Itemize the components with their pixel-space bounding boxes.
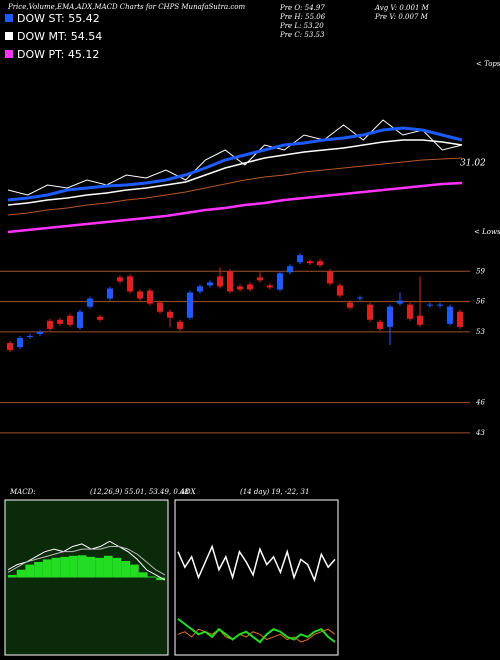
page-title: Price,Volume,EMA,ADX,MACD Charts for CHP… [7,3,246,11]
y-tick-label: 46 [475,399,485,407]
histogram-bar [121,560,131,578]
candle-body [27,335,33,337]
series-line [177,618,336,644]
series-line [7,181,463,234]
macd-title: MACD: [9,488,36,496]
info: Pre L: 53.20 [279,22,324,30]
candle-body [107,288,113,299]
candle-body [327,271,333,284]
histogram-bar [156,577,165,581]
candle-body [47,320,53,329]
y-tick-label: 53 [476,328,485,336]
candle-body [347,302,353,308]
candle-body [357,297,363,299]
legend-label: DOW ST: 55.42 [17,12,100,25]
info: Pre V: 0.007 M [374,13,429,21]
candle-body [57,319,63,324]
histogram-bar [25,564,35,578]
series-line [177,544,336,583]
histogram-bar [147,576,157,578]
y-tick-label: 43 [475,429,485,437]
lows-label: < Lows [474,228,500,236]
y-tick-label: 59 [476,267,485,275]
info: Pre C: 53.53 [279,31,325,39]
candle-body [157,302,163,312]
candle-body [337,285,343,296]
candle-body [7,343,13,351]
candle-body [207,282,213,286]
series-line [7,157,463,216]
candle-body [297,255,303,263]
candle-body [277,273,283,290]
histogram-bar [77,555,87,578]
legend-label: DOW MT: 54.54 [17,30,102,43]
series-line [7,139,463,206]
histogram-bar [8,574,17,578]
candle-body [427,304,433,306]
histogram-bar [60,556,70,578]
histogram-bar [69,555,78,578]
candle-body [457,311,463,327]
candle-body [127,276,133,292]
histogram-bar [34,562,43,578]
candle-body [37,331,43,334]
candle-body [97,316,103,320]
histogram-bar [95,557,104,578]
tops-label: < Tops [476,60,500,68]
annotation: 31.02 [460,159,486,169]
series-line [7,126,463,202]
candle-body [237,286,243,290]
candle-body [387,306,393,327]
macd-subtitle: (12,26,9) 55.01, 53.49, 0.48 [90,488,190,496]
info: Pre H: 55.06 [279,13,326,21]
histogram-bar [103,555,113,578]
histogram-bar [112,557,122,578]
candle-body [77,311,83,328]
info: Pre O: 54.97 [279,4,325,12]
legend-swatch [5,50,13,58]
candle-body [67,315,73,325]
info: Avg V: 0.001 M [374,4,430,12]
candle-body [217,276,223,287]
candle-body [397,300,403,304]
candle-body [307,261,313,264]
candle-body [317,261,323,266]
adx-title: ADX [179,488,197,496]
y-tick-label: 56 [476,298,485,306]
candle-body [377,321,383,329]
adx-panel [174,499,339,656]
histogram-bar [86,556,96,578]
candle-body [407,304,413,319]
histogram-bar [42,559,52,578]
legend-swatch [5,14,13,22]
candle-body [187,292,193,318]
candle-body [87,298,93,307]
candle-body [417,315,423,325]
candle-body [227,271,233,292]
candle-body [167,311,173,318]
histogram-bar [51,557,61,578]
candle-body [147,290,153,304]
legend-swatch [5,32,13,40]
histogram-bar [130,564,139,578]
candle-body [287,266,293,273]
candle-body [117,277,123,282]
candle-body [437,304,443,306]
candle-body [257,277,263,281]
adx-subtitle: (14 day) 19, -22, 31 [240,488,309,496]
candle-body [137,291,143,299]
candle-body [447,306,453,324]
histogram-bar [16,569,26,578]
legend-label: DOW PT: 45.12 [17,48,99,61]
candle-body [17,337,23,348]
candle-body [197,286,203,292]
series-line [7,546,166,576]
series-line [7,540,166,581]
candle-body [247,284,253,290]
histogram-bar [138,572,148,578]
candle-body [267,285,273,288]
candle-body [177,321,183,329]
candle-body [367,304,373,320]
